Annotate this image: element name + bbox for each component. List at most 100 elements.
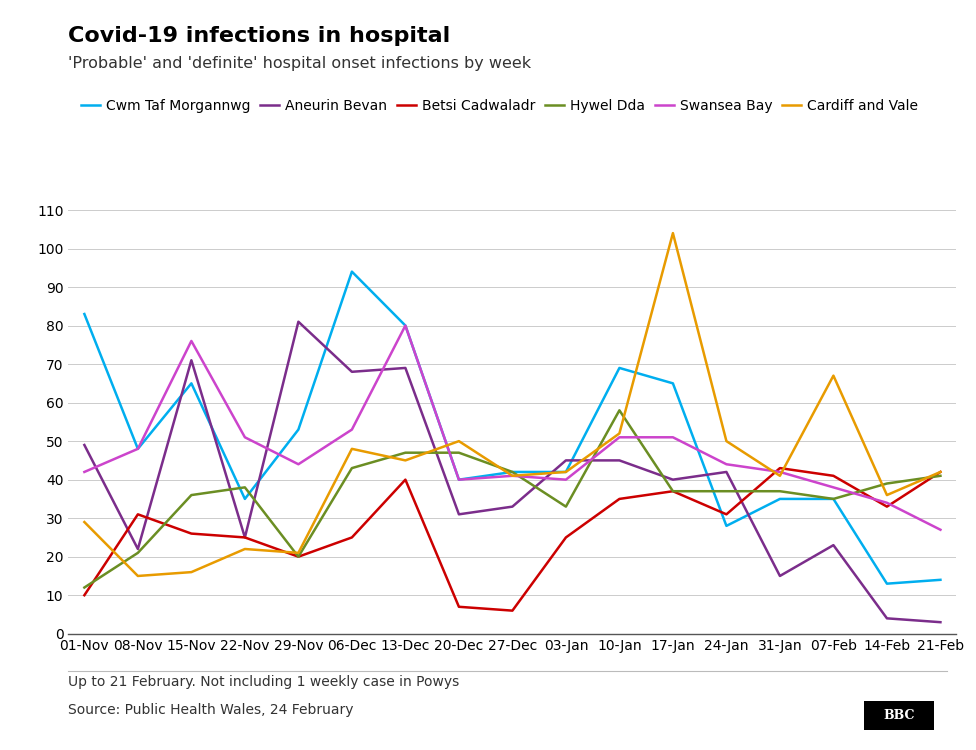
Hywel Dda — [185, 490, 197, 500]
Swansea Bay — [507, 471, 518, 480]
Aneurin Bevan — [453, 510, 465, 519]
Betsi Cadwaladr — [935, 467, 947, 476]
Betsi Cadwaladr — [346, 533, 358, 542]
Aneurin Bevan — [935, 618, 947, 627]
Aneurin Bevan — [881, 614, 893, 622]
Hywel Dda — [132, 548, 143, 557]
Hywel Dda — [507, 467, 518, 476]
Cardiff and Vale — [614, 429, 626, 438]
Cardiff and Vale — [346, 444, 358, 453]
Cardiff and Vale — [185, 568, 197, 577]
Betsi Cadwaladr — [399, 476, 411, 484]
Line: Hywel Dda: Hywel Dda — [84, 410, 941, 587]
Cardiff and Vale — [507, 471, 518, 480]
Line: Betsi Cadwaladr: Betsi Cadwaladr — [84, 468, 941, 610]
Swansea Bay — [399, 321, 411, 330]
Aneurin Bevan — [720, 467, 732, 476]
Aneurin Bevan — [185, 356, 197, 364]
Cardiff and Vale — [667, 229, 678, 238]
Betsi Cadwaladr — [293, 552, 305, 561]
Aneurin Bevan — [667, 476, 678, 484]
Betsi Cadwaladr — [132, 510, 143, 519]
Swansea Bay — [614, 433, 626, 442]
Cardiff and Vale — [399, 456, 411, 465]
Cwm Taf Morgannwg — [935, 575, 947, 584]
Text: Source: Public Health Wales, 24 February: Source: Public Health Wales, 24 February — [68, 703, 354, 717]
Swansea Bay — [828, 483, 839, 492]
Cwm Taf Morgannwg — [828, 494, 839, 503]
Hywel Dda — [935, 471, 947, 480]
Swansea Bay — [560, 476, 572, 484]
Cwm Taf Morgannwg — [881, 579, 893, 588]
Betsi Cadwaladr — [560, 533, 572, 542]
Cwm Taf Morgannwg — [132, 444, 143, 453]
Hywel Dda — [453, 448, 465, 458]
Betsi Cadwaladr — [185, 529, 197, 538]
Aneurin Bevan — [293, 317, 305, 326]
Betsi Cadwaladr — [828, 471, 839, 480]
Betsi Cadwaladr — [507, 606, 518, 615]
Aneurin Bevan — [507, 503, 518, 512]
Cardiff and Vale — [774, 471, 786, 480]
Cwm Taf Morgannwg — [667, 379, 678, 388]
Cwm Taf Morgannwg — [453, 476, 465, 484]
Cardiff and Vale — [453, 436, 465, 445]
Betsi Cadwaladr — [667, 487, 678, 496]
Swansea Bay — [239, 433, 251, 442]
Cardiff and Vale — [935, 467, 947, 476]
Text: Covid-19 infections in hospital: Covid-19 infections in hospital — [68, 26, 451, 46]
Text: BBC: BBC — [883, 709, 915, 722]
Cwm Taf Morgannwg — [774, 494, 786, 503]
Swansea Bay — [720, 460, 732, 469]
Aneurin Bevan — [560, 456, 572, 465]
Cwm Taf Morgannwg — [185, 379, 197, 388]
Hywel Dda — [828, 494, 839, 503]
Swansea Bay — [881, 498, 893, 507]
Aneurin Bevan — [132, 544, 143, 554]
Hywel Dda — [720, 487, 732, 496]
Cwm Taf Morgannwg — [293, 425, 305, 434]
Betsi Cadwaladr — [78, 591, 90, 600]
Aneurin Bevan — [346, 368, 358, 376]
Text: 'Probable' and 'definite' hospital onset infections by week: 'Probable' and 'definite' hospital onset… — [68, 56, 532, 71]
Hywel Dda — [239, 483, 251, 492]
Aneurin Bevan — [399, 364, 411, 373]
Hywel Dda — [78, 583, 90, 592]
Cardiff and Vale — [78, 518, 90, 526]
Legend: Cwm Taf Morgannwg, Aneurin Bevan, Betsi Cadwaladr, Hywel Dda, Swansea Bay, Cardi: Cwm Taf Morgannwg, Aneurin Bevan, Betsi … — [75, 93, 923, 118]
Aneurin Bevan — [239, 533, 251, 542]
Line: Aneurin Bevan: Aneurin Bevan — [84, 322, 941, 622]
Swansea Bay — [78, 467, 90, 476]
Cwm Taf Morgannwg — [399, 321, 411, 330]
Betsi Cadwaladr — [239, 533, 251, 542]
Cwm Taf Morgannwg — [346, 267, 358, 276]
Betsi Cadwaladr — [774, 464, 786, 472]
Hywel Dda — [667, 487, 678, 496]
Betsi Cadwaladr — [614, 494, 626, 503]
Swansea Bay — [346, 425, 358, 434]
Cardiff and Vale — [132, 572, 143, 580]
Hywel Dda — [614, 406, 626, 415]
Line: Cardiff and Vale: Cardiff and Vale — [84, 233, 941, 576]
Swansea Bay — [453, 476, 465, 484]
Swansea Bay — [667, 433, 678, 442]
Betsi Cadwaladr — [881, 503, 893, 512]
Cardiff and Vale — [828, 371, 839, 380]
Hywel Dda — [293, 552, 305, 561]
Cwm Taf Morgannwg — [720, 521, 732, 530]
Line: Cwm Taf Morgannwg: Cwm Taf Morgannwg — [84, 272, 941, 584]
Cardiff and Vale — [560, 467, 572, 476]
Aneurin Bevan — [614, 456, 626, 465]
Hywel Dda — [346, 464, 358, 472]
Hywel Dda — [399, 448, 411, 458]
Swansea Bay — [774, 467, 786, 476]
Swansea Bay — [185, 337, 197, 346]
Cardiff and Vale — [720, 436, 732, 445]
Hywel Dda — [881, 479, 893, 488]
Cwm Taf Morgannwg — [560, 467, 572, 476]
Cardiff and Vale — [293, 548, 305, 557]
Aneurin Bevan — [774, 572, 786, 580]
Cardiff and Vale — [881, 490, 893, 500]
Betsi Cadwaladr — [720, 510, 732, 519]
Text: Up to 21 February. Not including 1 weekly case in Powys: Up to 21 February. Not including 1 weekl… — [68, 675, 460, 689]
